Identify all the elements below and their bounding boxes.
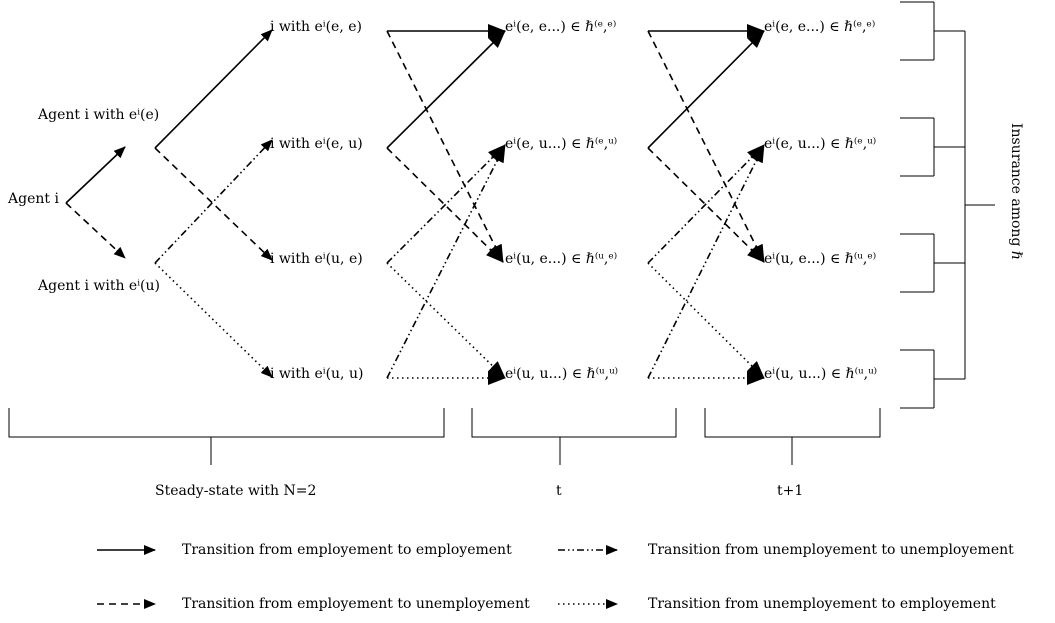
legend-ee-text: Transition from employement to employeme… bbox=[182, 542, 512, 558]
arrow-agent-to-u bbox=[65, 202, 126, 259]
node-steady-ue: i with eⁱ(u, e) bbox=[270, 251, 363, 267]
node-agent-u: Agent i with eⁱ(u) bbox=[37, 278, 160, 294]
insurance-brackets bbox=[900, 1, 995, 409]
arrow-t-eu-to-t1-ee bbox=[647, 30, 765, 149]
node-t1-eu: eⁱ(e, u...) ∈ ℏ⁽ᵉ,ᵘ⁾ bbox=[764, 136, 876, 152]
node-t1-uu: eⁱ(u, u...) ∈ ℏ⁽ᵘ,ᵘ⁾ bbox=[764, 366, 877, 382]
bottom-brackets bbox=[8, 408, 881, 465]
arrow-t-ee-to-t1-ue bbox=[647, 30, 765, 263]
arrow-ue-to-t-eu bbox=[386, 144, 506, 264]
node-t1-ee: eⁱ(e, e...) ∈ ℏ⁽ᵉ,ᵉ⁾ bbox=[764, 19, 875, 35]
node-t1-ue: eⁱ(u, e...) ∈ ℏ⁽ᵘ,ᵉ⁾ bbox=[764, 251, 876, 267]
node-t-uu: eⁱ(u, u...) ∈ ℏ⁽ᵘ,ᵘ⁾ bbox=[505, 366, 618, 382]
bracket-t-label: t bbox=[556, 483, 562, 499]
arrow-agent-to-e bbox=[65, 146, 126, 204]
legend-eu-text: Transition from employement to unemploye… bbox=[182, 596, 530, 612]
node-steady-ee: i with eⁱ(e, e) bbox=[270, 19, 362, 35]
arrow-eu-to-t-ee bbox=[386, 30, 506, 149]
arrow-t-ue-to-t1-eu bbox=[647, 144, 765, 264]
node-steady-eu: i with eⁱ(e, u) bbox=[270, 136, 363, 152]
arrow-eu-to-t-ue bbox=[386, 147, 504, 263]
arrow-e-to-ee bbox=[154, 29, 273, 149]
arrow-t-ue-to-t1-uu bbox=[647, 262, 765, 379]
node-t-eu: eⁱ(e, u...) ∈ ℏ⁽ᵉ,ᵘ⁾ bbox=[505, 136, 617, 152]
node-t-ue: eⁱ(u, e...) ∈ ℏ⁽ᵘ,ᵉ⁾ bbox=[505, 251, 617, 267]
arrow-uu-to-t-eu bbox=[386, 144, 506, 379]
node-t-ee: eⁱ(e, e...) ∈ ℏ⁽ᵉ,ᵉ⁾ bbox=[505, 19, 616, 35]
arrow-ue-to-t-uu bbox=[386, 262, 506, 379]
arrow-t-eu-to-t1-ue bbox=[647, 147, 765, 263]
bracket-t1-label: t+1 bbox=[777, 483, 803, 499]
node-agent-e: Agent i with eⁱ(e) bbox=[37, 107, 159, 123]
insurance-label: Insurance among ℏ bbox=[1008, 123, 1024, 260]
bracket-steady-label: Steady-state with N=2 bbox=[155, 483, 316, 499]
legend: Transition from employement to employeme… bbox=[97, 542, 1014, 612]
legend-uu-text: Transition from unemployement to unemplo… bbox=[648, 542, 1014, 558]
arrow-ee-to-t-ue bbox=[386, 30, 504, 263]
arrow-t-uu-to-t1-eu bbox=[647, 144, 765, 379]
arrow-u-to-uu bbox=[154, 262, 273, 378]
legend-ue-text: Transition from unemployement to employe… bbox=[648, 596, 996, 612]
arrow-u-to-eu bbox=[154, 139, 273, 264]
arrow-e-to-ue bbox=[154, 147, 273, 261]
node-steady-uu: i with eⁱ(u, u) bbox=[270, 366, 363, 382]
node-agent: Agent i bbox=[7, 191, 59, 207]
